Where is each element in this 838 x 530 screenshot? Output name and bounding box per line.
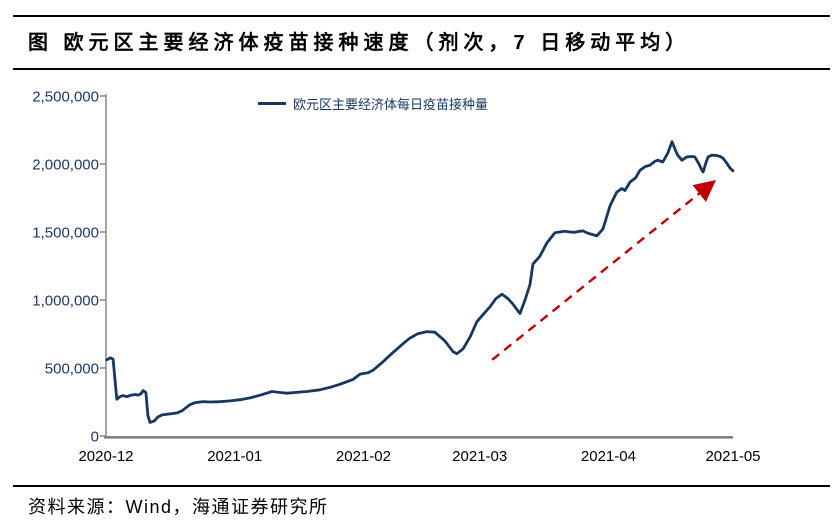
source-note: 资料来源：Wind，海通证券研究所 <box>28 497 329 517</box>
x-axis-label: 2021-02 <box>336 448 391 465</box>
x-axis-label: 2020-12 <box>78 448 133 465</box>
figure-title: 图 欧元区主要经济体疫苗接种速度（剂次，7 日移动平均） <box>28 32 691 54</box>
y-axis-label: 1,000,000 <box>32 293 99 310</box>
chart-series <box>105 140 735 424</box>
title-top-rule <box>13 15 830 17</box>
legend-line-swatch <box>258 102 286 105</box>
y-axis-label: 2,500,000 <box>32 89 99 106</box>
chart-axes: 0 500,000 1,000,000 1,500,000 2,000,000 2,500… <box>32 89 760 466</box>
y-axis-label: 2,000,000 <box>32 157 99 174</box>
vaccination-line <box>105 140 735 424</box>
footer-rule <box>13 485 830 487</box>
x-axis-label: 2021-04 <box>581 448 636 465</box>
title-bottom-rule <box>13 68 830 70</box>
y-axis-label: 500,000 <box>45 361 99 378</box>
x-axis-label: 2021-01 <box>207 448 262 465</box>
trend-arrow <box>491 180 716 361</box>
chart-legend: 欧元区主要经济体每日疫苗接种量 <box>258 94 488 113</box>
x-axis-label: 2021-03 <box>452 448 507 465</box>
x-axis-label: 2021-05 <box>705 448 760 465</box>
legend-label: 欧元区主要经济体每日疫苗接种量 <box>293 97 489 112</box>
y-axis-label: 0 <box>91 429 99 446</box>
y-axis-label: 1,500,000 <box>32 225 99 242</box>
